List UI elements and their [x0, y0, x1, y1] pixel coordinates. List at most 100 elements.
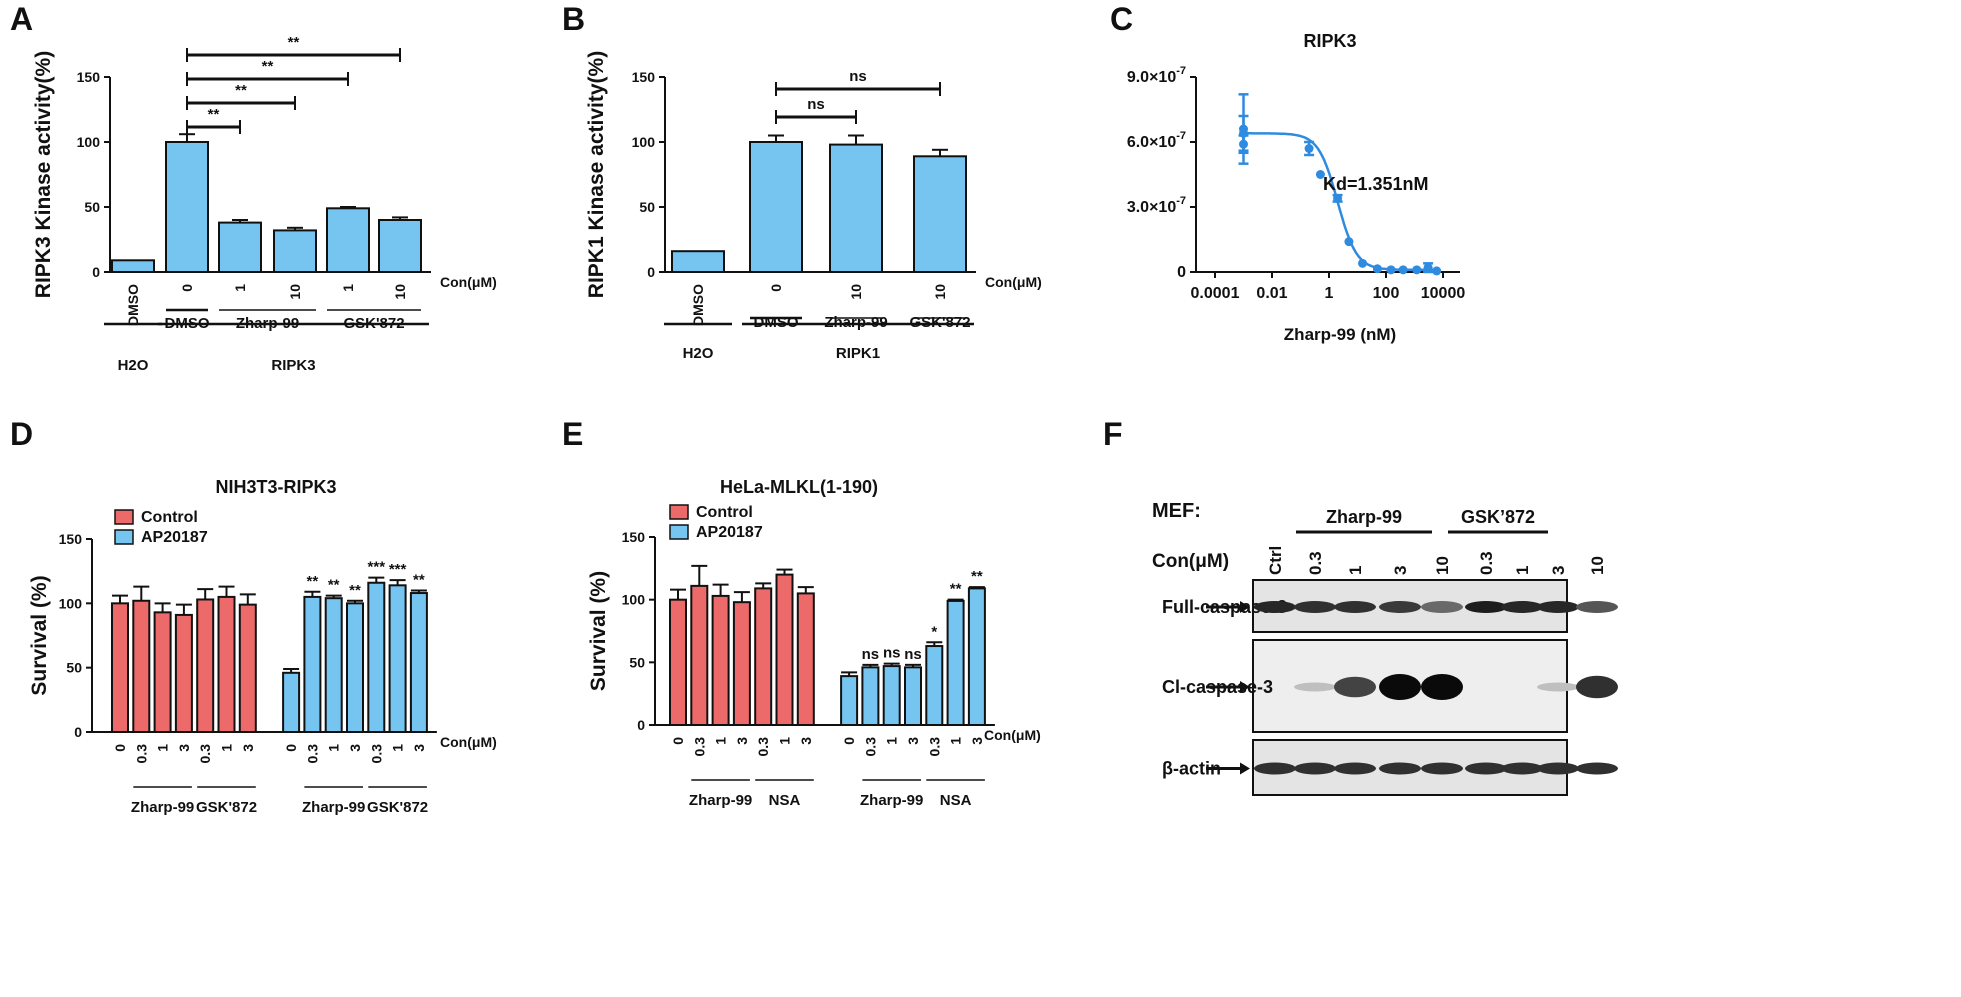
comparison-label: ** [262, 58, 274, 75]
bar [946, 599, 965, 726]
significance-label: ns [862, 646, 880, 663]
bar [732, 601, 751, 727]
data-point [1315, 170, 1325, 179]
lane-label: 1 [1346, 566, 1365, 575]
legend-swatch [669, 524, 689, 540]
band [1576, 601, 1618, 613]
category-label: DMSO [690, 284, 706, 326]
bar [273, 229, 317, 273]
data-point [1372, 264, 1382, 274]
data-point [1239, 139, 1248, 149]
data-point [1358, 258, 1368, 268]
group-label: Zharp-99 [860, 792, 923, 809]
significance-label: *** [368, 559, 386, 576]
legend-label: AP20187 [141, 529, 208, 546]
category-label: 0 [670, 737, 686, 745]
bar [196, 598, 215, 733]
band [1294, 762, 1336, 775]
comparison-label: ns [849, 68, 867, 85]
bar [711, 594, 730, 727]
bar [671, 250, 725, 273]
bar [303, 595, 322, 734]
lane-label: 0.3 [1306, 551, 1325, 575]
category-label: 10 [932, 284, 948, 300]
bar [796, 592, 815, 727]
category-label: 0 [112, 744, 128, 752]
category-label: 0.3 [368, 744, 384, 764]
band [1334, 601, 1376, 613]
bar [388, 584, 407, 733]
significance-label: ** [413, 571, 425, 588]
significance-label: ns [904, 646, 922, 663]
legend-label: AP20187 [696, 524, 763, 541]
significance-label: ** [971, 568, 983, 585]
band [1501, 601, 1543, 613]
band [1576, 762, 1618, 775]
band [1334, 762, 1376, 775]
bar [282, 671, 301, 734]
category-label: 10 [392, 284, 408, 300]
panel-f: F MEF: Con(μM) Zharp-99 GSK’872 Ctrl 0.3 1 3 10 0.… [1103, 416, 1618, 796]
category-label: 0.3 [133, 744, 149, 764]
category-label: 0.3 [197, 744, 213, 764]
group-label: Zharp-99 [689, 792, 752, 809]
band [1294, 601, 1336, 613]
x-axis-label: Zharp-99 (nM) [1284, 325, 1396, 344]
lane-label: 10 [1433, 556, 1452, 575]
y-tick-label: 9.0×10-7 [1127, 65, 1186, 86]
y-tick-label: 0 [92, 264, 100, 280]
y-tick-label: 150 [59, 531, 83, 547]
bar [925, 645, 944, 726]
comparison-label: ** [288, 34, 300, 51]
category-label: 0 [283, 744, 299, 752]
y-tick-label: 100 [622, 592, 646, 608]
data-point [1398, 265, 1408, 275]
con-label: Con(μM) [1152, 551, 1229, 572]
band [1421, 762, 1463, 775]
group-label: GSK'872 [909, 314, 970, 331]
category-label: 1 [326, 744, 342, 752]
bar [754, 587, 773, 726]
x-tick-label: 100 [1373, 285, 1400, 302]
category-label: 0 [841, 737, 857, 745]
group-label: NSA [940, 792, 972, 809]
panel-letter: D [10, 416, 33, 452]
lane-label: 1 [1513, 566, 1532, 575]
category-label: 0.3 [304, 744, 320, 764]
legend-label: Control [696, 504, 753, 521]
bar [324, 597, 343, 733]
bar [861, 666, 880, 727]
legend-swatch [669, 504, 689, 520]
category-label: 0.3 [926, 737, 942, 757]
significance-label: ns [883, 645, 901, 662]
panel-letter: B [562, 1, 585, 37]
x-tick-label: 0.0001 [1191, 285, 1240, 302]
chart-title: HeLa-MLKL(1-190) [720, 477, 878, 497]
y-tick-label: 50 [66, 660, 82, 676]
y-axis-label: Survival (%) [587, 571, 610, 691]
band [1465, 601, 1507, 613]
y-tick-label: 150 [77, 69, 101, 85]
bar [882, 665, 901, 726]
bar [378, 219, 422, 273]
group-label: Zharp-99 [131, 799, 194, 816]
bar [840, 675, 859, 726]
legend-label: Control [141, 509, 198, 526]
comparison-label: ns [807, 96, 825, 113]
panel-letter: F [1103, 416, 1123, 452]
significance-label: *** [389, 561, 407, 578]
chart-title: NIH3T3-RIPK3 [215, 477, 336, 497]
band [1379, 674, 1421, 700]
category-label: 3 [176, 744, 192, 752]
bar [217, 595, 236, 734]
y-tick-label: 50 [629, 654, 645, 670]
group-label: GSK'872 [196, 799, 257, 816]
y-tick-label: 3.0×10-7 [1127, 195, 1186, 216]
data-point [1344, 237, 1354, 247]
y-tick-label: 100 [77, 134, 101, 150]
band [1501, 762, 1543, 775]
kd-annotation: Kd=1.351nM [1323, 174, 1429, 194]
y-tick-label: 50 [84, 199, 100, 215]
con-label: Con(μM) [985, 274, 1042, 290]
con-label: Con(μM) [440, 274, 497, 290]
